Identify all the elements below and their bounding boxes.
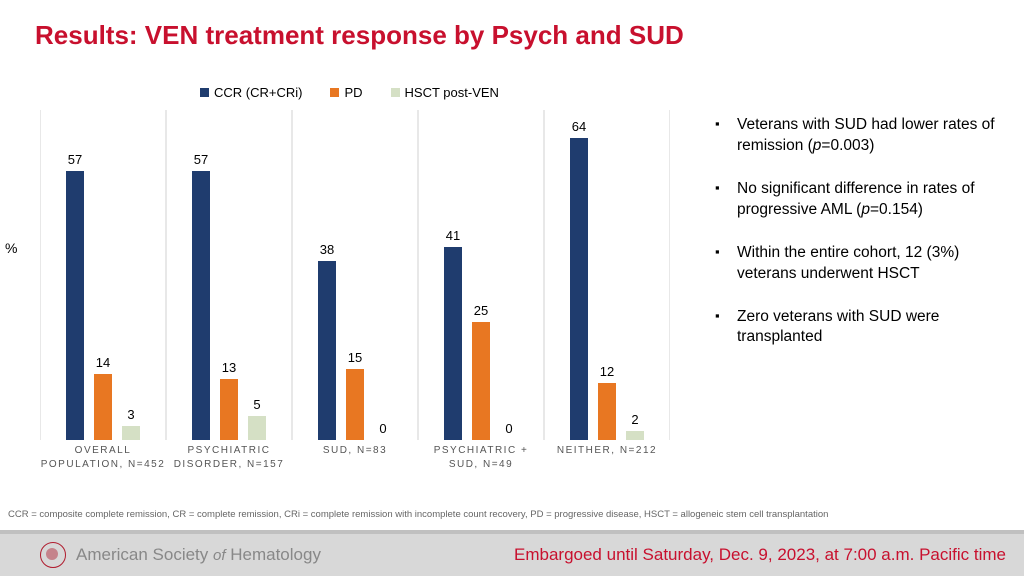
bar bbox=[248, 416, 266, 440]
bar-value-label: 57 bbox=[60, 152, 90, 167]
x-tick-label: NEITHER, N=212 bbox=[544, 444, 670, 458]
bar-value-label: 14 bbox=[88, 355, 118, 370]
legend-item: CCR (CR+CRi) bbox=[200, 85, 302, 100]
ash-seal-icon bbox=[40, 542, 66, 568]
bar bbox=[626, 431, 644, 440]
bar-value-label: 0 bbox=[494, 421, 524, 436]
x-tick-label: SUD, N=83 bbox=[292, 444, 418, 458]
bar-group: 41 25 0 bbox=[418, 110, 544, 440]
bar-group: 57 13 5 bbox=[166, 110, 292, 440]
findings-bullets: Veterans with SUD had lower rates of rem… bbox=[715, 115, 1005, 370]
legend-item: PD bbox=[330, 85, 362, 100]
legend-swatch-icon bbox=[200, 88, 209, 97]
x-tick-label: OVERALL POPULATION, N=452 bbox=[40, 444, 166, 471]
ash-logo: American Society of Hematology bbox=[40, 542, 321, 568]
bar-value-label: 41 bbox=[438, 228, 468, 243]
x-tick-label: PSYCHIATRIC + SUD, N=49 bbox=[418, 444, 544, 471]
legend-swatch-icon bbox=[330, 88, 339, 97]
bullet-item: Zero veterans with SUD were transplanted bbox=[715, 307, 1005, 349]
bullet-item: No significant difference in rates of pr… bbox=[715, 179, 1005, 221]
bar bbox=[122, 426, 140, 440]
x-tick-label: PSYCHIATRIC DISORDER, N=157 bbox=[166, 444, 292, 471]
embargo-notice: Embargoed until Saturday, Dec. 9, 2023, … bbox=[514, 545, 1006, 565]
bar-value-label: 57 bbox=[186, 152, 216, 167]
bullet-item: Veterans with SUD had lower rates of rem… bbox=[715, 115, 1005, 157]
bar bbox=[444, 247, 462, 440]
bar-value-label: 2 bbox=[620, 412, 650, 427]
bar-group: 57 14 3 bbox=[40, 110, 166, 440]
ash-text-1: American Society bbox=[76, 545, 213, 564]
bar-value-label: 13 bbox=[214, 360, 244, 375]
bar bbox=[192, 171, 210, 440]
ash-text-of: of bbox=[213, 547, 226, 564]
bar-value-label: 64 bbox=[564, 119, 594, 134]
y-axis-label: % bbox=[5, 240, 17, 256]
bar-group: 38 15 0 bbox=[292, 110, 418, 440]
ash-org-name: American Society of Hematology bbox=[76, 545, 321, 565]
chart-plot-area: 57 14 3 57 13 5 38 15 0 41 25 0 64 12 2 bbox=[40, 110, 670, 440]
footer-bar: American Society of Hematology Embargoed… bbox=[0, 534, 1024, 576]
bar-value-label: 15 bbox=[340, 350, 370, 365]
bar-value-label: 3 bbox=[116, 407, 146, 422]
bar bbox=[598, 383, 616, 440]
bar-group: 64 12 2 bbox=[544, 110, 670, 440]
legend-swatch-icon bbox=[391, 88, 400, 97]
bar-value-label: 0 bbox=[368, 421, 398, 436]
bar bbox=[318, 261, 336, 440]
slide: Results: VEN treatment response by Psych… bbox=[0, 0, 1024, 576]
bar-value-label: 38 bbox=[312, 242, 342, 257]
bar bbox=[570, 138, 588, 440]
legend-label: HSCT post-VEN bbox=[405, 85, 499, 100]
bar-value-label: 5 bbox=[242, 397, 272, 412]
bullet-item: Within the entire cohort, 12 (3%) vetera… bbox=[715, 243, 1005, 285]
bar-value-label: 12 bbox=[592, 364, 622, 379]
ash-text-2: Hematology bbox=[226, 545, 321, 564]
legend-label: PD bbox=[344, 85, 362, 100]
bar bbox=[94, 374, 112, 440]
bar bbox=[346, 369, 364, 440]
chart-legend: CCR (CR+CRi) PD HSCT post-VEN bbox=[200, 85, 499, 100]
bar bbox=[66, 171, 84, 440]
slide-title: Results: VEN treatment response by Psych… bbox=[35, 20, 684, 51]
bar-value-label: 25 bbox=[466, 303, 496, 318]
bar bbox=[220, 379, 238, 440]
legend-label: CCR (CR+CRi) bbox=[214, 85, 302, 100]
abbreviation-footnote: CCR = composite complete remission, CR =… bbox=[8, 509, 828, 520]
bar bbox=[472, 322, 490, 440]
legend-item: HSCT post-VEN bbox=[391, 85, 499, 100]
